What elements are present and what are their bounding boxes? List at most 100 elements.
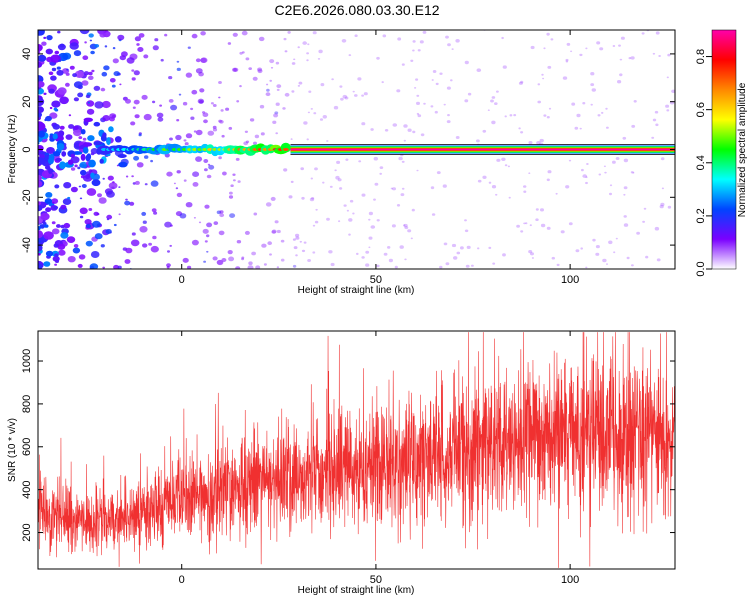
noise-blob (89, 39, 93, 42)
noise-blob (198, 221, 202, 224)
noise-blob (301, 249, 306, 253)
noise-blob (471, 264, 474, 267)
noise-blob (38, 75, 44, 84)
noise-blob (411, 208, 415, 212)
hot-blob (118, 161, 128, 168)
noise-blob (490, 99, 494, 103)
spectrogram-x-ticks: 0 50 100 (179, 30, 579, 286)
y-tick-label: 40 (21, 48, 33, 60)
noise-blob (255, 265, 261, 269)
noise-blob (138, 33, 145, 38)
noise-blob (53, 205, 59, 210)
noise-blob (77, 263, 83, 268)
noise-blob (404, 258, 407, 261)
hot-blob (82, 147, 89, 154)
noise-blob (183, 139, 187, 142)
noise-blob (368, 236, 373, 240)
noise-blob (216, 259, 223, 265)
noise-blob (142, 220, 147, 224)
noise-blob (432, 70, 437, 73)
noise-blob (190, 107, 194, 111)
noise-blob (59, 96, 69, 105)
noise-blob (312, 224, 316, 227)
hot-blob (55, 157, 62, 162)
colorbar-tick-label: 0.4 (695, 155, 707, 170)
noise-blob (416, 101, 420, 105)
hot-blob (80, 129, 86, 135)
noise-blob (417, 114, 422, 118)
noise-blob (280, 258, 285, 262)
noise-blob (51, 228, 60, 235)
noise-blob (167, 250, 170, 253)
noise-blob (92, 220, 101, 228)
noise-blob (169, 137, 173, 141)
noise-blob (260, 132, 265, 136)
hot-blob (99, 158, 104, 164)
noise-blob (45, 207, 52, 213)
hot-blob (106, 137, 111, 146)
noise-blob (495, 193, 498, 196)
noise-blob (654, 226, 660, 231)
noise-blob (195, 156, 203, 162)
noise-blob (397, 37, 402, 41)
noise-blob (218, 156, 222, 160)
noise-blob (322, 181, 325, 184)
noise-blob (191, 89, 198, 95)
noise-blob (79, 197, 83, 200)
noise-blob (72, 247, 81, 254)
noise-blob (58, 249, 66, 256)
noise-blob (604, 171, 607, 174)
noise-blob (299, 240, 302, 243)
noise-blob (271, 230, 277, 234)
noise-blob (38, 98, 44, 107)
noise-blob (45, 48, 53, 55)
noise-blob (447, 43, 451, 47)
x-tick-label: 0 (179, 274, 185, 286)
noise-blob (195, 68, 203, 74)
noise-blob (82, 55, 89, 60)
noise-blob (373, 198, 376, 201)
noise-blob (200, 31, 206, 36)
noise-blob (507, 165, 510, 168)
noise-blob (152, 100, 156, 104)
noise-blob (661, 187, 665, 190)
spectrogram-hot-blobs (38, 117, 128, 187)
noise-blob (317, 58, 321, 60)
noise-blob (280, 239, 285, 243)
noise-blob (314, 220, 319, 224)
noise-blob (221, 134, 225, 138)
noise-blob (100, 244, 105, 248)
y-tick-label: 400 (21, 480, 33, 498)
noise-blob (291, 90, 295, 93)
noise-blob (38, 106, 44, 114)
noise-blob (338, 220, 341, 223)
noise-blob (144, 183, 148, 186)
noise-blob (67, 196, 71, 200)
noise-blob (101, 100, 111, 109)
noise-blob (38, 121, 45, 130)
noise-blob (446, 120, 451, 124)
noise-blob (645, 255, 649, 259)
noise-blob (313, 112, 317, 115)
noise-blob (303, 241, 307, 244)
noise-blob (78, 136, 83, 140)
noise-blob (288, 195, 293, 199)
noise-blob (403, 124, 408, 128)
hot-blob (90, 172, 95, 179)
noise-blob (396, 89, 401, 93)
noise-blob (535, 218, 539, 221)
noise-blob (245, 140, 250, 144)
noise-blob (79, 207, 88, 215)
noise-blob (90, 251, 100, 258)
noise-blob (547, 65, 552, 69)
noise-blob (263, 263, 267, 266)
noise-blob (66, 68, 69, 71)
noise-blob (94, 233, 103, 240)
noise-blob (199, 100, 204, 104)
hot-blob (93, 121, 101, 127)
noise-blob (314, 167, 318, 171)
noise-blob (595, 245, 600, 249)
noise-blob (579, 127, 582, 130)
noise-blob (59, 125, 65, 130)
noise-blob (39, 224, 45, 229)
